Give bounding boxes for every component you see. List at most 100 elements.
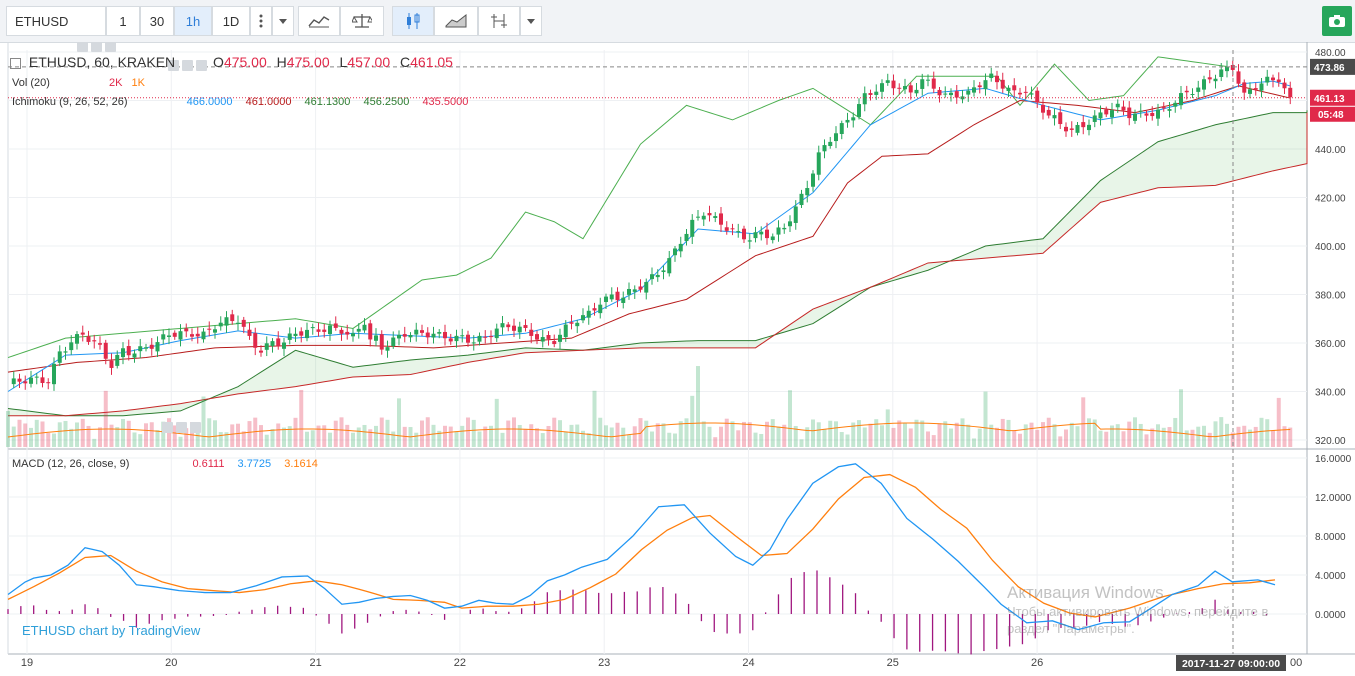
dropdown-icon[interactable] [520,6,542,36]
volume-bar [1156,424,1160,447]
camera-icon[interactable] [1322,6,1352,36]
candle-body [483,336,488,338]
candle-body [523,325,528,328]
volume-bar [592,390,597,447]
candle-body [443,331,447,339]
interval-30-button[interactable]: 30 [140,6,174,36]
volume-bar [1248,429,1252,447]
volume-bar [546,425,551,447]
candle-body [615,291,620,301]
volume-bar [1018,433,1022,447]
volume-bar [1265,419,1270,447]
volume-bar [471,419,476,447]
volume-bar [328,432,332,447]
volume-bar [615,422,620,447]
candle-body [529,329,534,336]
candle-body [46,382,51,384]
time-tick-tail: 00 [1290,657,1302,669]
candle-body [126,346,131,356]
volume-bar [1058,436,1063,447]
candle-body [552,341,557,345]
candle-body [742,228,746,240]
candle-body [707,213,712,216]
candle-body [40,377,45,384]
volume-bar [253,417,258,447]
price-tick-label: 360.00 [1315,339,1346,350]
volume-bar [540,433,545,447]
candle-body [989,73,994,79]
fib-tool-icon[interactable] [478,6,520,36]
candle-body [535,334,539,340]
volume-bar [149,422,154,447]
tradingview-credit-link[interactable]: ETHUSD chart by TradingView [22,623,201,638]
volume-bar [500,432,505,447]
volume-bar [368,429,373,447]
candle-body [673,248,677,256]
interval-1-button[interactable]: 1 [106,6,140,36]
legend-control-icon [190,422,201,433]
candle-body [328,325,332,335]
interval-1h-button[interactable]: 1h [174,6,212,36]
volume-bar [356,427,361,447]
crosshair-price-label: 473.86 [1314,63,1345,74]
volume-bar [684,418,689,447]
candle-body [995,75,999,83]
volume-bar [86,425,91,447]
windows-activation-watermark: Активация Windows Чтобы активировать Win… [1007,583,1268,637]
volume-bar [494,398,499,447]
candle-body [747,240,752,242]
ichimoku-title[interactable]: Ichimoku (9, 26, 52, 26) [12,96,128,108]
candle-body [259,350,263,353]
candle-body [857,104,861,117]
candles-icon[interactable] [392,6,434,36]
vol-title[interactable]: Vol (20) [12,77,50,89]
area-chart-icon[interactable] [434,6,478,36]
candle-body [678,243,683,252]
macd-tick-label: 4.0000 [1315,571,1346,582]
volume-bar [224,432,229,447]
candle-body [920,79,925,89]
ichimoku-span-a-value: 456.2500 [363,96,410,108]
volume-bar [506,420,511,447]
candle-body [644,281,649,293]
macd-hist-value: 0.6111 [192,458,225,470]
volume-bar [92,438,97,447]
compare-scale-icon[interactable] [340,6,384,36]
volume-bar [213,420,217,447]
more-dots-icon[interactable] [250,6,272,36]
collapse-icon[interactable] [10,57,21,69]
candle-body [299,331,304,336]
candle-body [621,297,626,303]
chart-canvas[interactable]: 480.00460.00440.00420.00400.00380.00360.… [0,42,1355,676]
volume-bar [598,417,603,447]
top-toolbar: ETHUSD 1 30 1h 1D [0,0,1355,43]
candle-body [788,221,792,227]
candle-body [218,322,223,327]
candle-body [98,343,102,345]
volume-bar [489,425,493,447]
candle-body [1041,104,1045,113]
candle-body [690,219,695,237]
candle-body [356,328,361,332]
volume-bar [655,423,660,447]
price-tick-label: 320.00 [1315,436,1346,447]
crosshair-price-badge [1310,58,1355,75]
candle-body [213,329,217,333]
candle-body [1133,113,1137,121]
candle-body [908,85,913,93]
macd-title[interactable]: MACD (12, 26, close, 9) [12,458,130,470]
dropdown-icon[interactable] [272,6,294,36]
candle-body [1012,85,1017,91]
volume-bar [793,425,798,447]
candle-body [805,188,810,196]
candle-body [632,289,637,292]
volume-bar [834,421,838,447]
volume-bar [1041,422,1045,447]
volume-bar [80,418,85,447]
volume-bar [724,418,729,447]
volume-bar [977,428,982,447]
symbol-search-input[interactable]: ETHUSD [6,6,106,36]
interval-1d-button[interactable]: 1D [212,6,250,36]
candle-body [207,328,212,330]
indicators-icon[interactable] [298,6,340,36]
